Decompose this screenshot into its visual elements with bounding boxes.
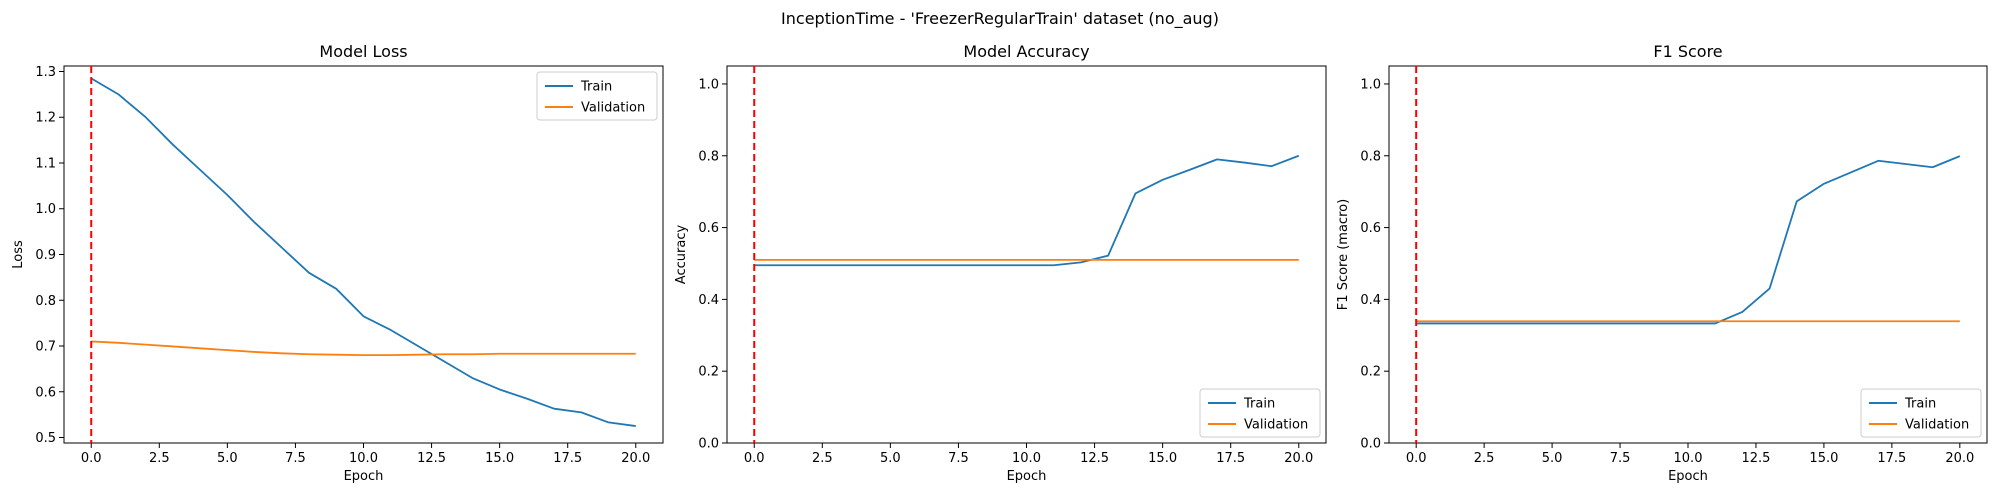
y-tick-label: 0.5 <box>35 431 56 446</box>
x-tick-label: 0.0 <box>1406 451 1427 466</box>
legend-entry: Validation <box>581 101 645 116</box>
y-tick-label: 1.2 <box>35 111 56 126</box>
x-tick-label: 5.0 <box>217 451 238 466</box>
plot-frame <box>1388 65 1988 444</box>
series-line-train <box>1416 155 1961 325</box>
x-tick-label: 5.0 <box>1542 451 1563 466</box>
y-tick-label: 1.0 <box>1360 77 1381 92</box>
y-tick-label: 0.0 <box>1360 437 1381 452</box>
y-axis-label: F1 Score (macro) <box>1336 199 1351 310</box>
x-tick-label: 2.5 <box>812 451 833 466</box>
legend-entry: Validation <box>1244 418 1308 433</box>
x-tick-label: 0.0 <box>744 451 765 466</box>
chart-title: Model Loss <box>319 42 407 61</box>
legend-entry: Validation <box>1905 418 1969 433</box>
x-axis-label: Epoch <box>344 469 384 484</box>
plot-frame <box>726 65 1327 444</box>
y-tick-label: 0.2 <box>1360 365 1381 380</box>
figure-title: InceptionTime - 'FreezerRegularTrain' da… <box>781 9 1219 29</box>
legend-entry: Train <box>1243 397 1275 412</box>
series-line-train <box>754 154 1300 267</box>
chart-panel-2: Model Accuracy 0.0 2.5 5.0 7.5 10.0 12.5 15.0 17… <box>674 42 1327 484</box>
x-tick-label: 2.5 <box>149 451 170 466</box>
legend: Train Validation <box>1199 388 1321 438</box>
y-tick-label: 0.8 <box>1360 149 1381 164</box>
y-tick-label: 0.6 <box>698 221 719 236</box>
x-tick-label: 17.5 <box>1877 451 1906 466</box>
x-axis-label: Epoch <box>1007 469 1047 484</box>
y-tick-label: 0.8 <box>35 294 56 309</box>
x-tick-label: 2.5 <box>1474 451 1495 466</box>
y-tick-label: 0.8 <box>698 149 719 164</box>
legend-entry: Train <box>1904 397 1936 412</box>
y-tick-label: 1.0 <box>35 202 56 217</box>
legend: Train Validation <box>1860 388 1982 438</box>
y-tick-label: 0.6 <box>1360 221 1381 236</box>
x-tick-label: 20.0 <box>1284 451 1313 466</box>
series-line-validation <box>91 340 636 357</box>
y-tick-label: 0.0 <box>698 437 719 452</box>
x-tick-label: 10.0 <box>1674 451 1703 466</box>
x-tick-label: 12.5 <box>1741 451 1770 466</box>
y-axis-label: Accuracy <box>674 225 689 285</box>
x-tick-label: 12.5 <box>417 451 446 466</box>
y-tick-label: 0.6 <box>35 385 56 400</box>
x-tick-label: 10.0 <box>349 451 378 466</box>
x-tick-label: 17.5 <box>1216 451 1245 466</box>
x-tick-label: 20.0 <box>1945 451 1974 466</box>
x-tick-label: 7.5 <box>1610 451 1631 466</box>
x-tick-label: 15.0 <box>1148 451 1177 466</box>
y-tick-label: 0.4 <box>1360 293 1381 308</box>
chart-title: Model Accuracy <box>963 42 1089 61</box>
y-axis-label: Loss <box>11 240 26 269</box>
x-tick-label: 7.5 <box>285 451 306 466</box>
x-tick-label: 5.0 <box>880 451 901 466</box>
y-tick-label: 1.0 <box>698 77 719 92</box>
y-tick-label: 1.3 <box>35 65 56 80</box>
y-tick-label: 0.4 <box>698 293 719 308</box>
series-line-train <box>90 77 636 427</box>
x-tick-label: 7.5 <box>948 451 969 466</box>
x-axis-label: Epoch <box>1668 469 1708 484</box>
x-tick-label: 15.0 <box>1809 451 1838 466</box>
x-tick-label: 17.5 <box>553 451 582 466</box>
legend: Train Validation <box>536 71 658 121</box>
y-tick-label: 0.7 <box>35 340 56 355</box>
x-tick-label: 0.0 <box>81 451 102 466</box>
y-tick-label: 0.9 <box>35 248 56 263</box>
legend-entry: Train <box>580 80 612 95</box>
chart-title: F1 Score <box>1653 42 1722 61</box>
plot-frame <box>63 65 664 444</box>
chart-panel-3: F1 Score 0.0 2.5 5.0 7.5 10.0 12.5 15.0 17.5 20.0… <box>1336 42 1988 484</box>
x-tick-label: 15.0 <box>485 451 514 466</box>
y-tick-label: 0.2 <box>698 365 719 380</box>
x-tick-label: 10.0 <box>1012 451 1041 466</box>
chart-panel-1: Model Loss 0.0 2.5 5.0 7.5 10.0 12.5 15.0 17.5 20… <box>11 42 664 484</box>
x-tick-label: 20.0 <box>621 451 650 466</box>
y-tick-label: 1.1 <box>35 156 56 171</box>
x-tick-label: 12.5 <box>1080 451 1109 466</box>
